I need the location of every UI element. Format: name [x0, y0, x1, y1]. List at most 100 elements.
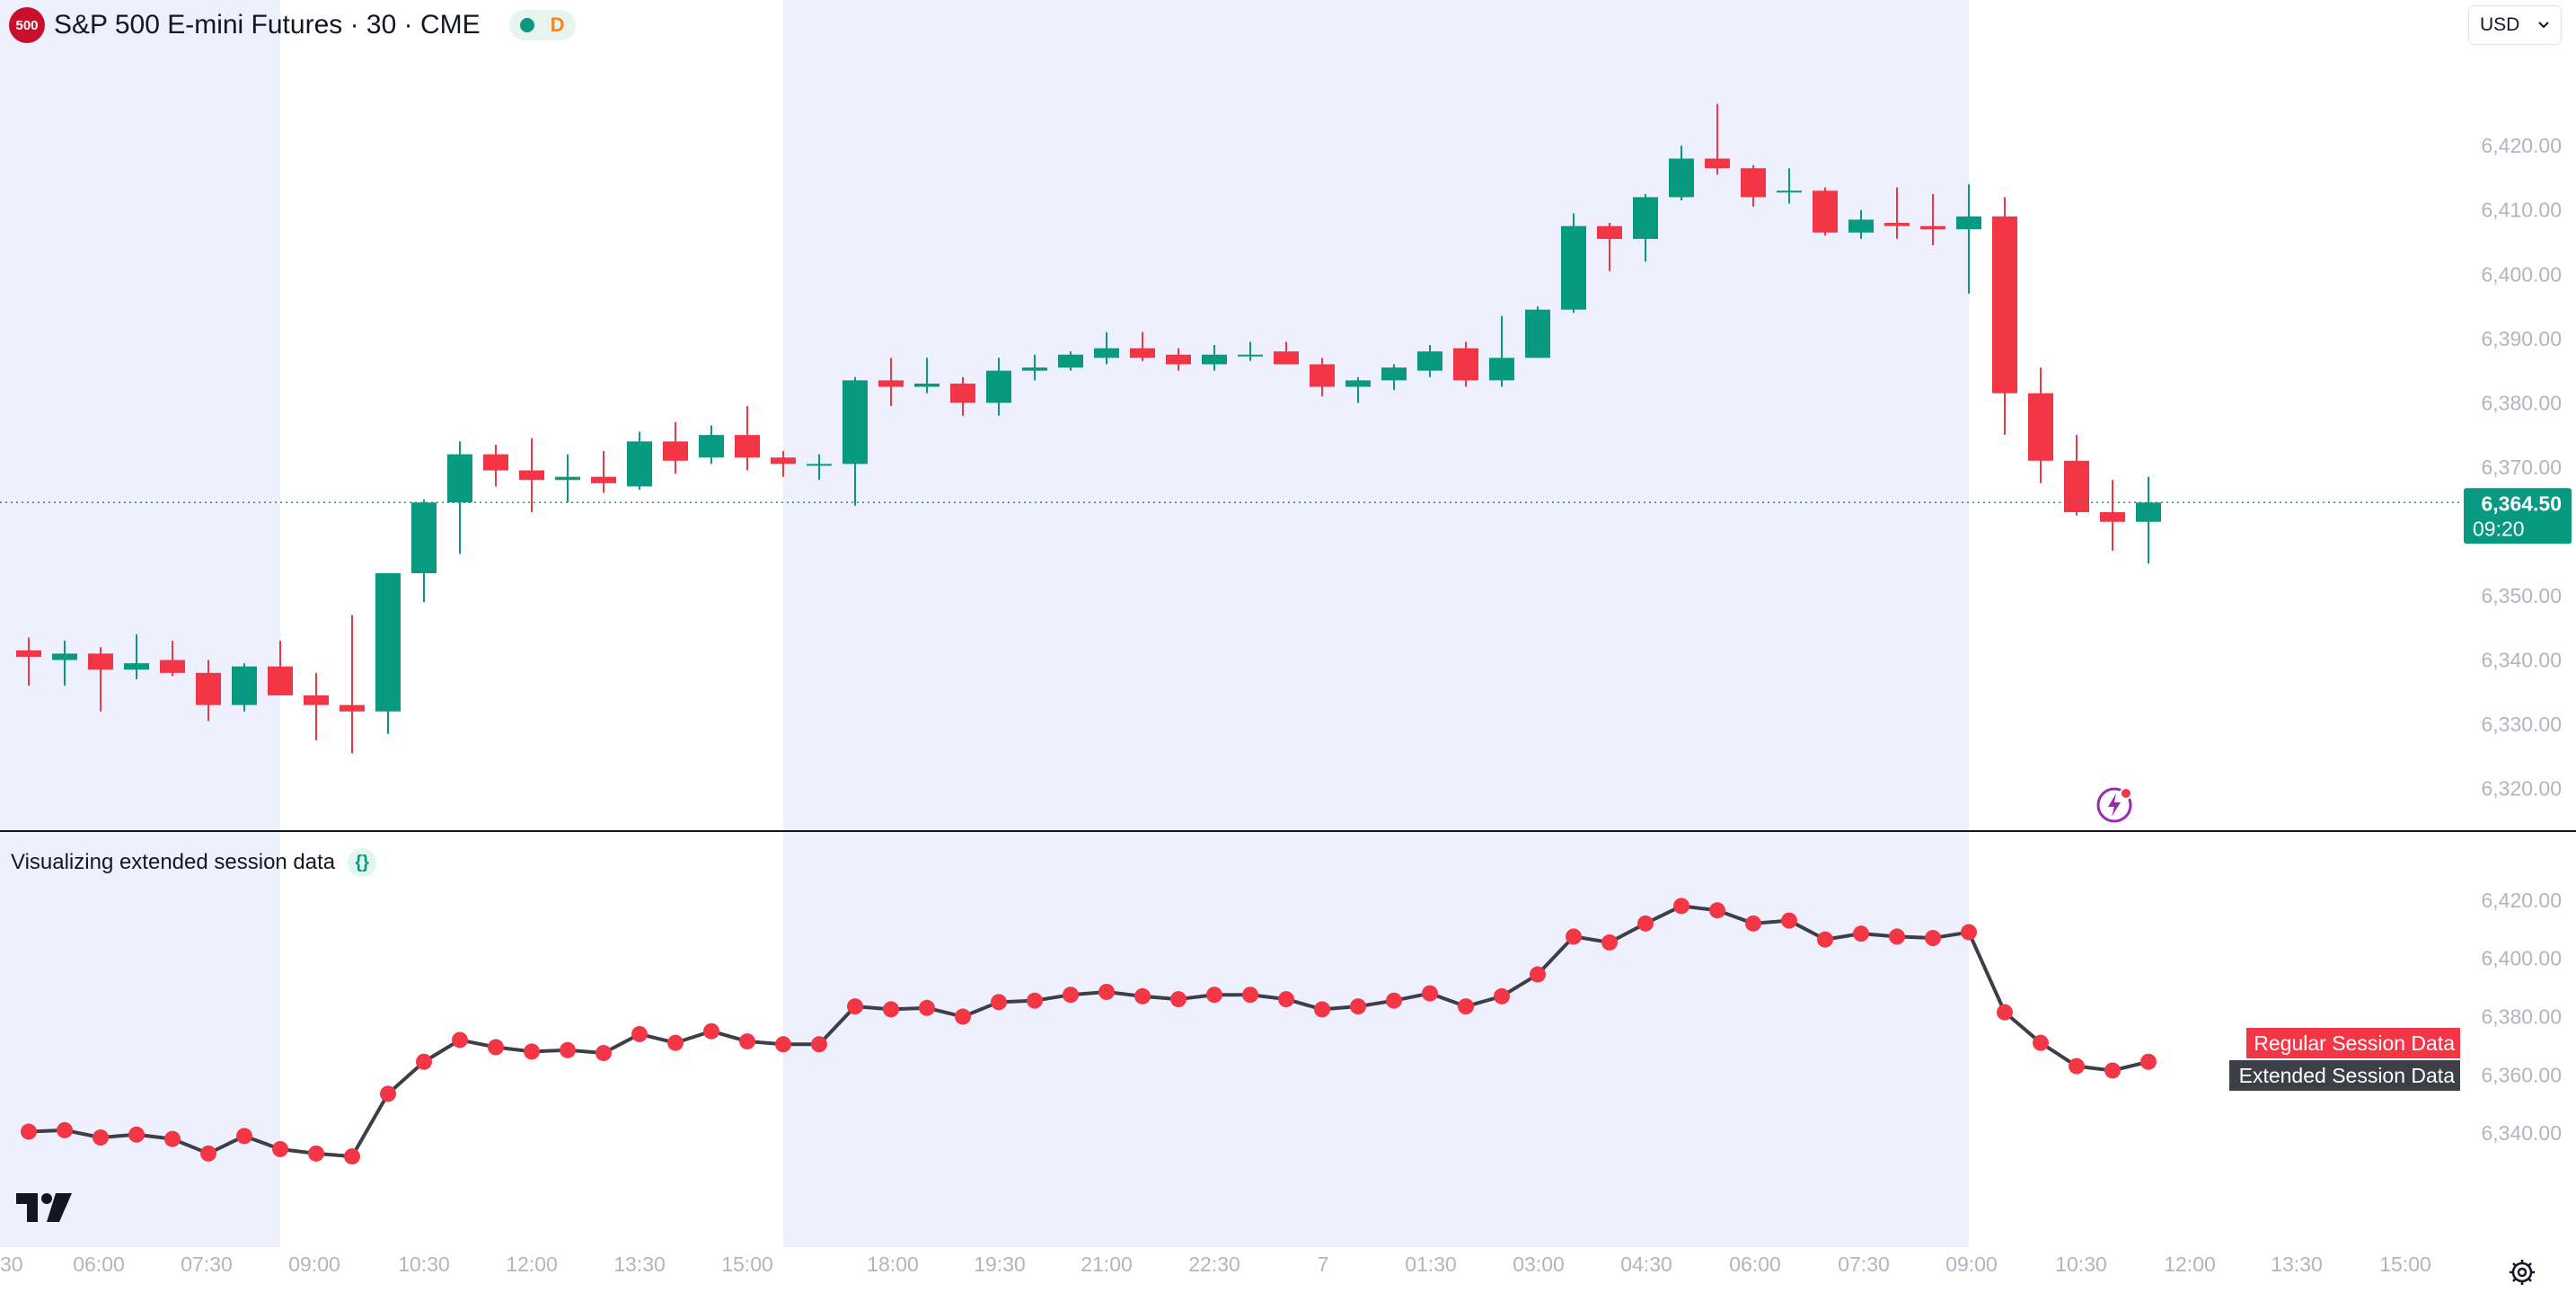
tradingview-logo-icon[interactable] — [16, 1191, 74, 1224]
legend-label: Extended Session Data — [2239, 1064, 2456, 1087]
indicator-axis-label: 6,360.00 — [2481, 1063, 2562, 1086]
regular-session-point — [1134, 987, 1151, 1005]
regular-session-point — [1027, 992, 1043, 1009]
candle-body — [1777, 190, 1802, 193]
candle-body — [16, 650, 41, 658]
price-axis-label: 6,390.00 — [2481, 327, 2562, 350]
time-axis-label: 07:30 — [1838, 1252, 1890, 1276]
regular-session-point — [1673, 898, 1689, 915]
candle-body — [1166, 354, 1191, 365]
regular-session-point — [344, 1148, 360, 1165]
settings-gear-icon[interactable] — [2508, 1258, 2536, 1287]
candle-body — [2100, 512, 2125, 522]
candle-body — [1813, 190, 1838, 233]
regular-session-point — [2140, 1053, 2157, 1070]
candle-body — [1669, 158, 1694, 198]
regular-session-point — [560, 1041, 576, 1058]
currency-selector[interactable]: USD — [2468, 5, 2562, 45]
lightning-alert-icon[interactable] — [2096, 785, 2136, 825]
time-axis-label: 7 — [1318, 1252, 1329, 1276]
candle-body — [914, 383, 940, 387]
candle-body — [1705, 158, 1730, 169]
regular-session-point — [452, 1031, 468, 1049]
regular-session-point — [1781, 912, 1797, 929]
time-axis-label: 01:30 — [1405, 1252, 1457, 1276]
regular-session-point — [1242, 987, 1258, 1004]
currency-label: USD — [2480, 14, 2520, 35]
candle-body — [1848, 219, 1874, 233]
candle-body — [986, 370, 1011, 403]
regular-session-point — [416, 1053, 432, 1070]
candle-body — [735, 435, 760, 458]
candle-body — [1274, 351, 1299, 365]
regular-session-point — [380, 1085, 396, 1102]
indicator-axis-label: 6,420.00 — [2481, 889, 2562, 912]
indicator-axis-label: 6,400.00 — [2481, 947, 2562, 970]
market-status-pill[interactable]: D — [508, 10, 576, 40]
candle-body — [483, 454, 508, 471]
candle-body — [2136, 502, 2161, 522]
candle-body — [1525, 309, 1550, 358]
candle-body — [88, 653, 113, 670]
candle-body — [1561, 226, 1586, 310]
candle-body — [160, 659, 185, 673]
symbol-title[interactable]: S&P 500 E-mini Futures · 30 · CME — [54, 10, 481, 40]
legend-label: Regular Session Data — [2254, 1031, 2455, 1055]
regular-session-point — [1422, 985, 1438, 1002]
candle-body — [1094, 348, 1119, 358]
regular-session-point — [775, 1036, 791, 1053]
time-axis-label: 12:00 — [506, 1252, 558, 1276]
candle-body — [842, 380, 868, 465]
time-axis-label: 10:30 — [398, 1252, 450, 1276]
time-axis-label: 21:00 — [1081, 1252, 1133, 1276]
regular-session-point — [1853, 925, 1869, 943]
extended-session-shade — [0, 0, 280, 1247]
candle-body — [1453, 348, 1478, 381]
indicator-label[interactable]: Visualizing extended session data {} — [11, 845, 377, 881]
legend-tag — [2229, 1060, 2460, 1091]
regular-session-point — [2033, 1034, 2049, 1051]
candle-body — [1058, 354, 1083, 368]
candle-body — [1741, 168, 1766, 198]
time-axis-label: 13:30 — [2271, 1252, 2323, 1276]
regular-session-point — [164, 1130, 181, 1147]
regular-session-point — [1494, 987, 1510, 1005]
symbol-header[interactable]: 500 S&P 500 E-mini Futures · 30 · CME D — [9, 7, 576, 43]
time-axis-label: 18:00 — [867, 1252, 919, 1276]
regular-session-point — [1817, 931, 1833, 948]
price-axis-label: 6,380.00 — [2481, 391, 2562, 414]
regular-session-point — [1170, 991, 1187, 1008]
time-axis-label: 13:30 — [613, 1252, 666, 1276]
market-open-dot — [519, 18, 534, 32]
regular-session-point — [1997, 1004, 2013, 1021]
regular-session-point — [57, 1121, 73, 1138]
regular-session-point — [1601, 934, 1618, 951]
regular-session-point — [955, 1008, 971, 1025]
regular-session-point — [2104, 1062, 2121, 1079]
regular-session-point — [1206, 987, 1222, 1004]
regular-session-point — [667, 1034, 684, 1051]
candle-body — [1310, 364, 1335, 387]
data-delay-indicator: D — [550, 13, 565, 36]
regular-session-point — [272, 1140, 288, 1157]
candle-body — [124, 663, 149, 670]
indicator-axis-label: 6,380.00 — [2481, 1005, 2562, 1029]
candle-body — [555, 476, 580, 481]
regular-session-point — [21, 1123, 37, 1140]
price-axis-label: 6,320.00 — [2481, 777, 2562, 801]
candle-body — [591, 476, 616, 483]
regular-session-point — [524, 1043, 540, 1060]
time-axis-label: 22:30 — [1188, 1252, 1240, 1276]
candle-body — [1381, 367, 1407, 381]
regular-session-point — [739, 1033, 755, 1050]
regular-session-point — [883, 1001, 899, 1018]
bar-countdown-label: 09:20 — [2473, 517, 2525, 540]
time-axis-label: 04:30 — [1620, 1252, 1672, 1276]
candle-body — [232, 666, 257, 705]
price-axis-label: 6,330.00 — [2481, 712, 2562, 736]
candle-body — [375, 572, 401, 712]
curly-braces-icon[interactable]: {} — [348, 848, 377, 877]
legend-tag — [2246, 1028, 2460, 1058]
